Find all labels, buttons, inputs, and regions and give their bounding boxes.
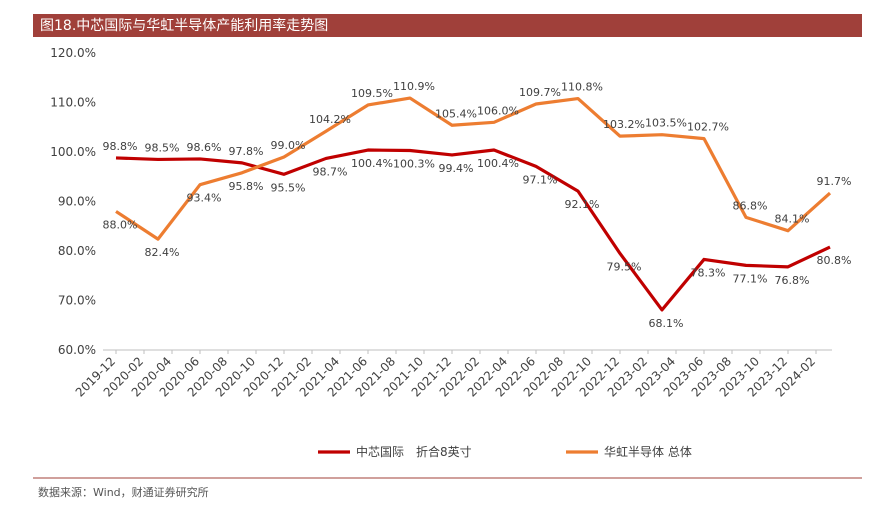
data-label: 109.5%: [351, 87, 393, 100]
data-label: 92.1%: [565, 198, 600, 211]
y-tick-label: 80.0%: [58, 244, 96, 258]
y-tick-label: 110.0%: [50, 96, 96, 110]
chart-title: 图18.中芯国际与华虹半导体产能利用率走势图: [40, 17, 328, 34]
data-label: 77.1%: [733, 272, 768, 285]
data-label: 91.7%: [817, 175, 852, 188]
data-label: 109.7%: [519, 86, 561, 99]
legend-label: 华虹半导体 总体: [604, 445, 692, 459]
data-label: 106.0%: [477, 104, 519, 117]
data-label: 110.9%: [393, 80, 435, 93]
data-label: 105.4%: [435, 107, 477, 120]
data-label: 97.1%: [523, 173, 558, 186]
data-label: 98.6%: [187, 141, 222, 154]
data-label: 98.5%: [145, 141, 180, 154]
y-tick-label: 100.0%: [50, 145, 96, 159]
data-label: 97.8%: [229, 145, 264, 158]
title-bar: [33, 14, 862, 37]
data-label: 102.7%: [687, 121, 729, 134]
data-label: 95.5%: [271, 181, 306, 194]
data-label: 79.5%: [607, 260, 642, 273]
data-label: 99.0%: [271, 139, 306, 152]
legend-label: 中芯国际 折合8英寸: [356, 444, 472, 459]
source: 数据来源：Wind，财通证券研究所: [38, 485, 209, 499]
series-line: [115, 148, 831, 312]
data-label: 110.8%: [561, 81, 603, 94]
data-label: 99.4%: [439, 162, 474, 175]
y-tick-label: 90.0%: [58, 195, 96, 209]
data-label: 100.4%: [477, 157, 519, 170]
data-label: 95.8%: [229, 180, 264, 193]
data-label: 98.7%: [313, 165, 348, 178]
data-label: 100.3%: [393, 158, 435, 171]
data-label: 104.2%: [309, 113, 351, 126]
y-tick-label: 120.0%: [50, 46, 96, 60]
data-label: 86.8%: [733, 199, 768, 212]
data-label: 93.4%: [187, 192, 222, 205]
data-label: 68.1%: [649, 317, 684, 330]
data-label: 103.2%: [603, 118, 645, 131]
y-tick-label: 60.0%: [58, 343, 96, 357]
series-line: [115, 96, 832, 241]
data-label: 98.8%: [103, 140, 138, 153]
data-label: 82.4%: [145, 246, 180, 259]
data-label: 84.1%: [775, 213, 810, 226]
data-label: 78.3%: [691, 266, 726, 279]
y-tick-label: 70.0%: [58, 294, 96, 308]
data-label: 80.8%: [817, 254, 852, 267]
data-label: 103.5%: [645, 117, 687, 130]
data-label: 100.4%: [351, 157, 393, 170]
data-label: 88.0%: [103, 218, 138, 231]
data-label: 76.8%: [775, 274, 810, 287]
